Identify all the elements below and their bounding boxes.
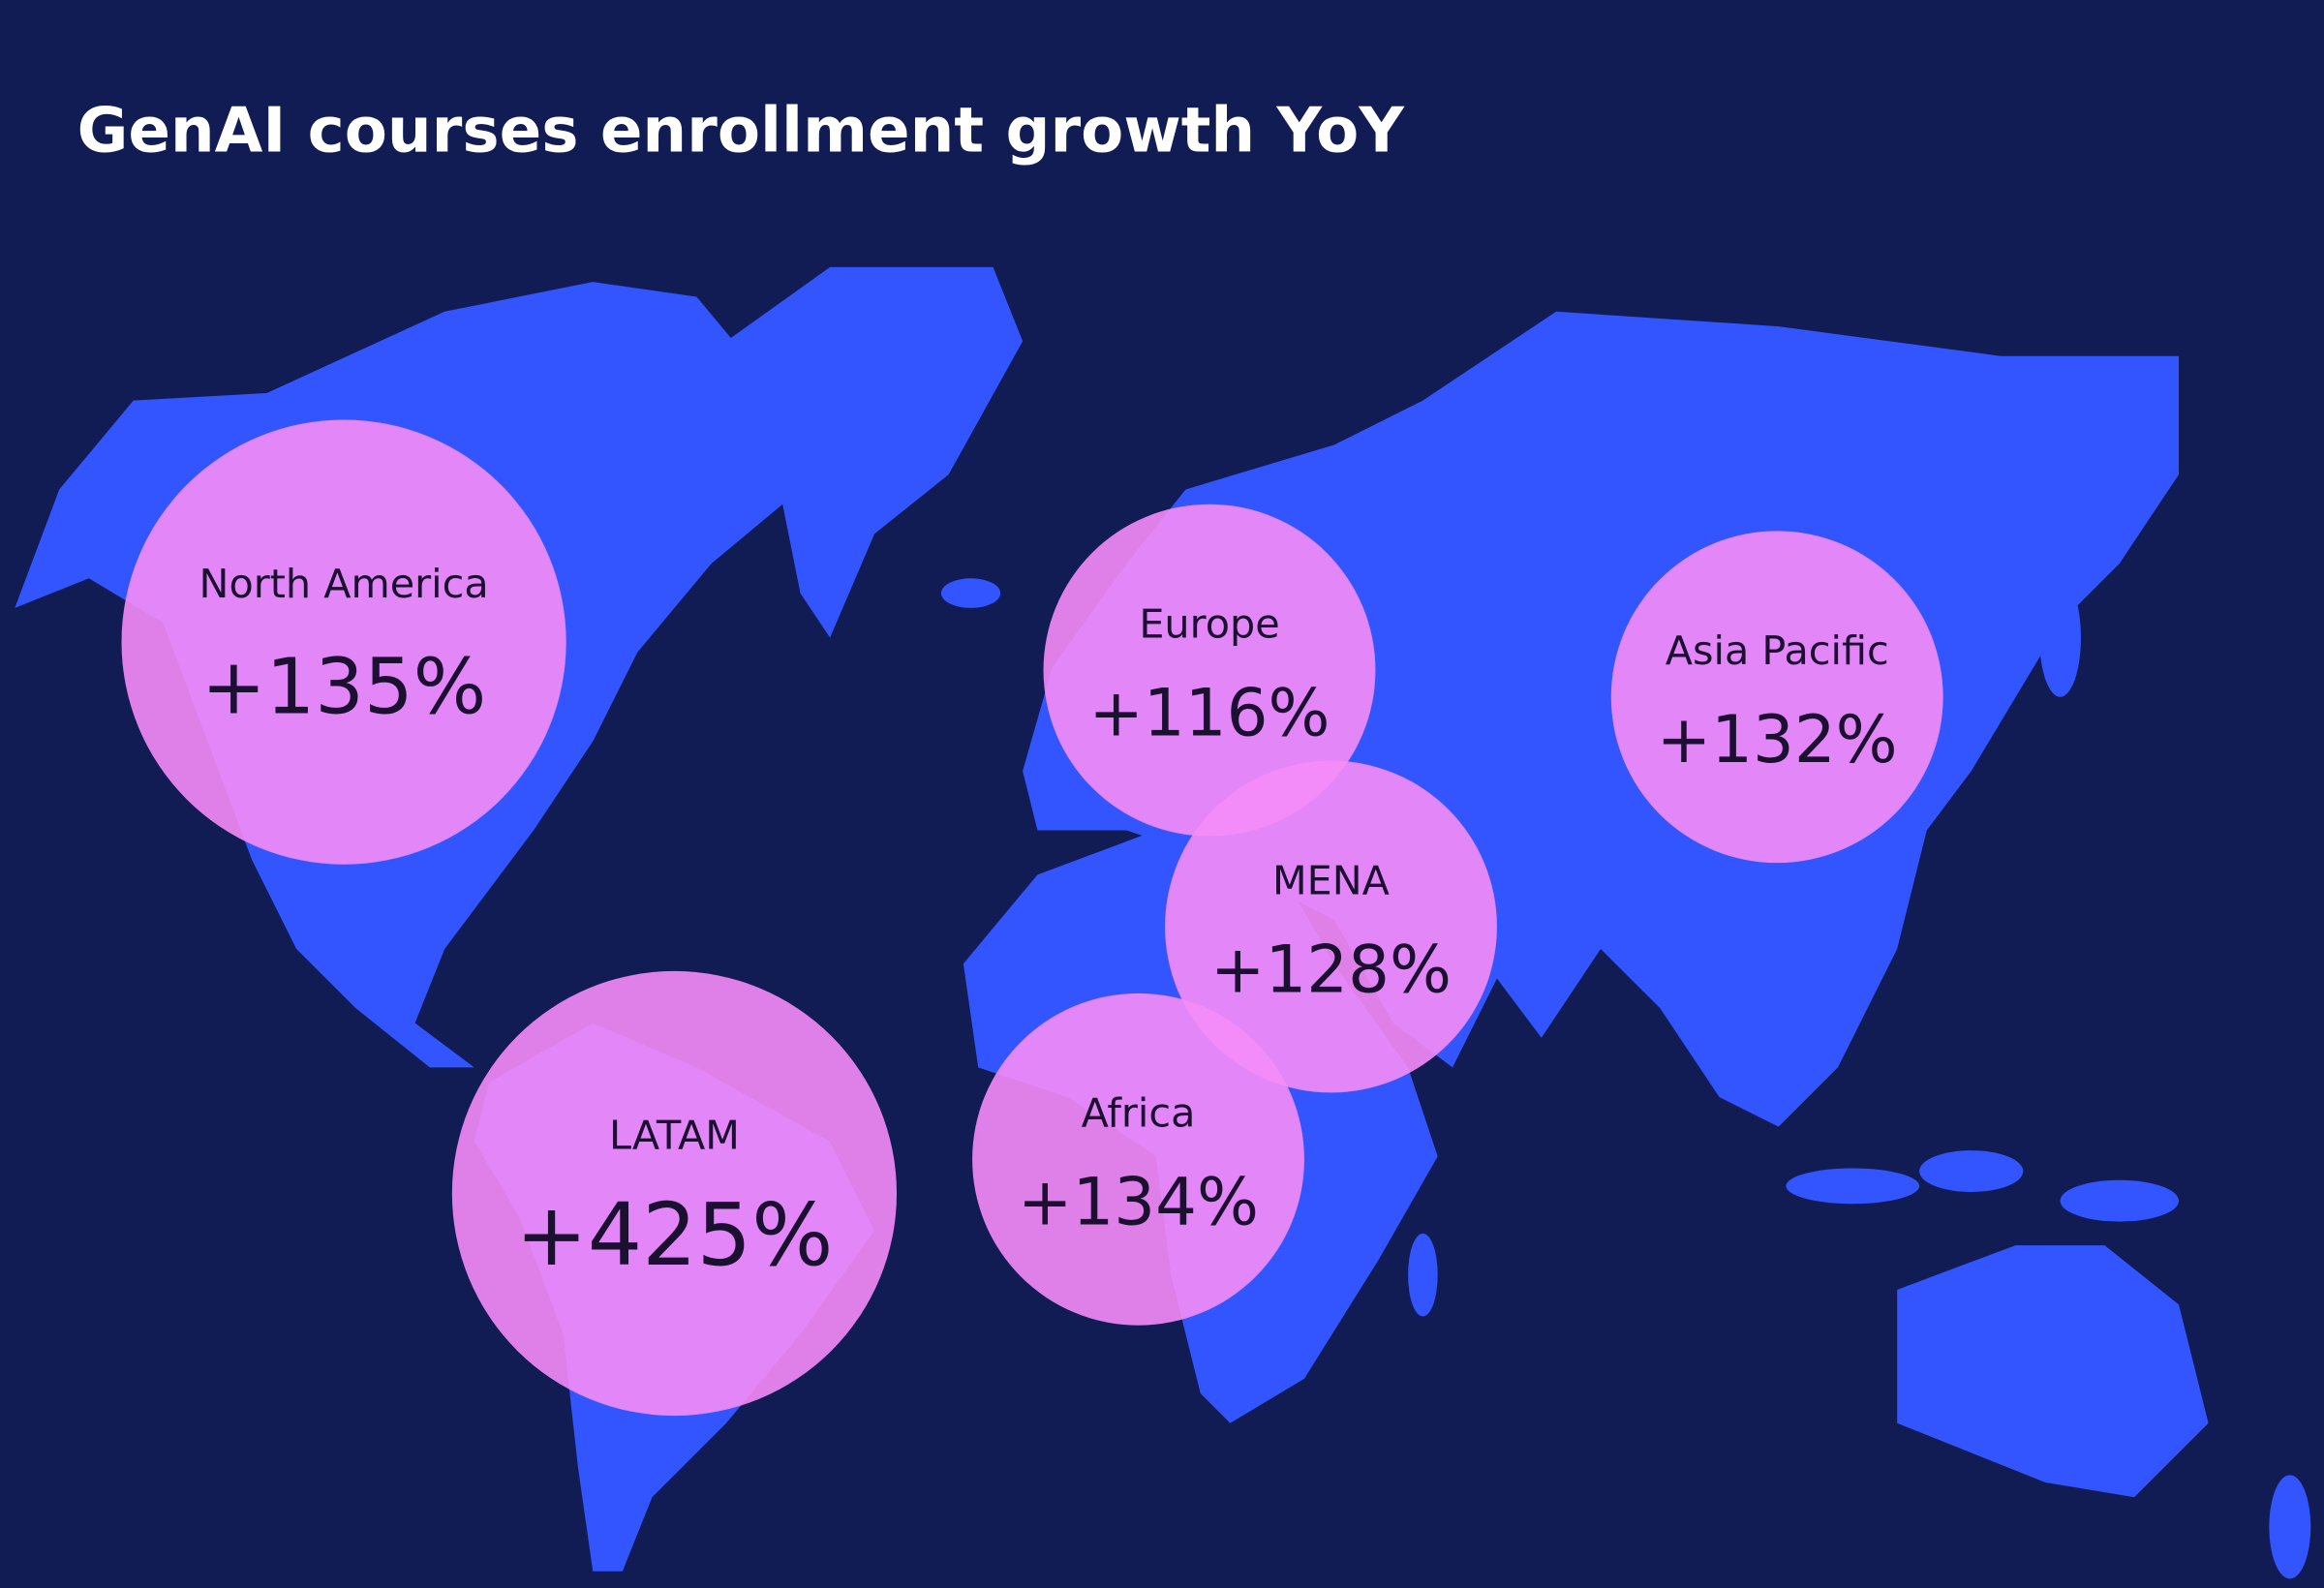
region-bubble [1043, 504, 1376, 837]
region-growth: +132% [1657, 701, 1898, 778]
island [1408, 1233, 1438, 1317]
island [1786, 1168, 1920, 1205]
australia [1897, 1245, 2209, 1498]
region-growth: +425% [515, 1185, 833, 1285]
region-growth: +116% [1089, 675, 1330, 751]
region-bubble [121, 419, 566, 865]
island [2060, 1179, 2179, 1222]
region-bubble [451, 970, 898, 1417]
region-name: MENA [1272, 857, 1390, 903]
region-growth: +134% [1018, 1164, 1259, 1240]
region-growth: +135% [201, 642, 486, 732]
greenland [726, 266, 1024, 638]
region-bubble [972, 992, 1304, 1326]
region-growth: +128% [1210, 931, 1452, 1007]
region-name: Africa [1082, 1090, 1196, 1137]
island [940, 578, 1001, 608]
region-bubble [1610, 531, 1943, 864]
title: GenAI courses enrollment growth YoY [77, 94, 1406, 167]
island [2269, 1475, 2311, 1579]
region-bubbles: North America +135% Europe +116% Asia Pacifi… [121, 419, 1943, 1417]
region-name: North America [199, 561, 489, 607]
region-name: Asia Pacific [1666, 627, 1889, 674]
region-name: Europe [1139, 601, 1279, 648]
island [2039, 578, 2081, 697]
island [1919, 1150, 2024, 1192]
eurasia [1023, 311, 2179, 1127]
region-bubble [1165, 760, 1497, 1093]
region-name: LATAM [609, 1113, 740, 1159]
